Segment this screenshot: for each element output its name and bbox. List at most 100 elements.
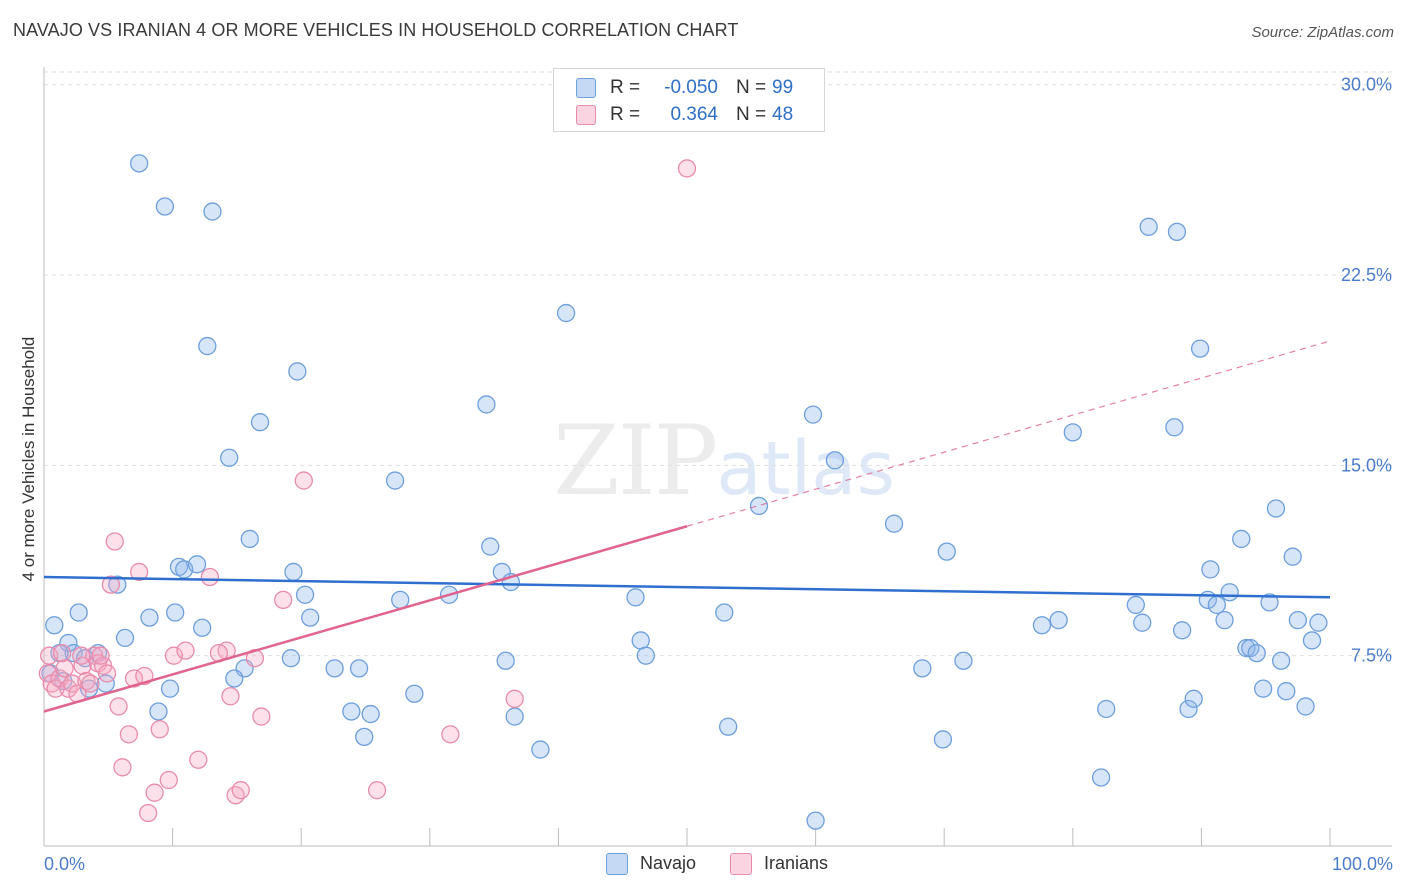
navajo-legend-swatch [606, 853, 628, 875]
navajo-point [803, 405, 823, 424]
navajo-point [108, 575, 127, 594]
navajo-point [1237, 638, 1256, 658]
navajo-point [556, 303, 576, 323]
navajo-point [325, 659, 344, 678]
iranians-legend-label: Iranians [764, 853, 829, 873]
navajo-point [933, 730, 953, 749]
iranians-point [139, 803, 158, 823]
chart-source: Source: ZipAtlas.com [1251, 24, 1394, 41]
y-tick-label: 15.0% [1341, 455, 1392, 475]
navajo-point [250, 413, 270, 432]
iranians-point [130, 562, 149, 582]
navajo-point [391, 590, 410, 609]
y-tick-label: 7.5% [1351, 646, 1392, 666]
navajo-point [1201, 560, 1220, 579]
iranians-point [91, 646, 110, 665]
iranians-point [189, 750, 208, 769]
navajo-point [715, 603, 734, 622]
iranians-point [119, 725, 139, 744]
navajo-point [913, 659, 932, 678]
navajo-point [155, 197, 175, 216]
legend-n-label: N = [736, 104, 767, 125]
navajo-point [284, 562, 303, 582]
y-axis-label: 4 or more Vehicles in Household [19, 337, 38, 582]
navajo-point [225, 669, 244, 688]
legend-r-label: R = [610, 77, 641, 98]
navajo-point [149, 702, 168, 721]
navajo-point [140, 608, 159, 627]
iranians-point [221, 687, 240, 706]
y-tick-labels: 7.5% 15.0% 22.5% 30.0% [1341, 75, 1392, 666]
navajo-point [1167, 222, 1187, 242]
navajo-point [1165, 418, 1184, 437]
navajo-point [1253, 679, 1273, 698]
x-tick-label-min: 0.0% [44, 854, 85, 874]
navajo-point [1288, 610, 1307, 630]
iranians-point [81, 674, 100, 693]
iranians-point [109, 697, 128, 716]
navajo-point [1063, 423, 1082, 442]
navajo-point [1126, 595, 1145, 615]
iranians-point [101, 575, 121, 594]
grid-layer [44, 71, 1392, 657]
navajo-legend-label: Navajo [640, 853, 697, 873]
iranians-point [145, 783, 164, 802]
navajo-point [1302, 631, 1322, 650]
navajo-point [1283, 547, 1302, 566]
navajo-point [361, 704, 380, 724]
navajo-point [631, 631, 650, 650]
navajo-point [496, 651, 515, 670]
navajo-point [1091, 768, 1111, 787]
correlation-legend: R = -0.050 N = 99 R = 0.364 N = 48 [553, 68, 825, 132]
x-tick-label-max: 100.0% [1332, 854, 1393, 874]
iranians-point [164, 646, 184, 665]
navajo-point [749, 496, 769, 516]
iranians-trend-extension [686, 340, 1331, 527]
legend-r-label: R = [610, 104, 641, 125]
iranians-point [677, 159, 697, 178]
navajo-point [1232, 529, 1251, 549]
iranians-point [274, 590, 293, 609]
navajo-points [41, 154, 1328, 830]
navajo-point [203, 202, 222, 221]
iranians-point [52, 643, 72, 663]
navajo-point [1296, 697, 1315, 716]
navajo-point [187, 555, 207, 574]
navajo-point [636, 646, 655, 665]
legend-iranians-n: 48 [772, 104, 794, 125]
trend-lines [43, 340, 1331, 713]
navajo-point [1220, 583, 1239, 602]
navajo-point [288, 362, 307, 381]
iranians-points [38, 159, 697, 823]
navajo-point [481, 537, 500, 556]
legend-n-label: N = [736, 77, 767, 98]
navajo-point [719, 717, 738, 736]
navajo-point [477, 395, 496, 414]
navajo-point [281, 649, 301, 668]
iranians-point [441, 725, 460, 744]
navajo-point [531, 740, 550, 759]
navajo-point [1032, 616, 1052, 635]
navajo-point [59, 633, 78, 653]
navajo-point [505, 707, 524, 726]
iranians-point [72, 646, 91, 665]
y-tick-label: 22.5% [1341, 265, 1392, 285]
navajo-point [220, 448, 239, 467]
navajo-swatch [576, 78, 596, 98]
iranians-point [150, 720, 169, 739]
navajo-point [1133, 613, 1152, 632]
navajo-point [954, 651, 973, 670]
navajo-point [45, 616, 64, 635]
navajo-point [1179, 699, 1198, 719]
navajo-point [1309, 613, 1328, 632]
navajo-point [240, 529, 259, 549]
iranians-point [38, 664, 58, 683]
legend-iranians-r: 0.364 [670, 104, 718, 125]
iranians-point [113, 758, 132, 777]
navajo-point [1215, 610, 1234, 630]
navajo-trend-line [43, 575, 1331, 599]
navajo-point [825, 451, 845, 470]
navajo-point [1172, 621, 1192, 640]
navajo-point [301, 608, 320, 627]
iranians-point [294, 471, 313, 490]
